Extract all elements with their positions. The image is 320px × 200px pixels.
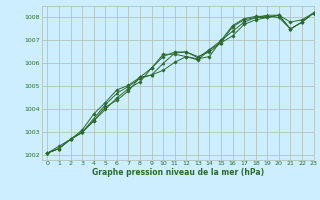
X-axis label: Graphe pression niveau de la mer (hPa): Graphe pression niveau de la mer (hPa) xyxy=(92,168,264,177)
